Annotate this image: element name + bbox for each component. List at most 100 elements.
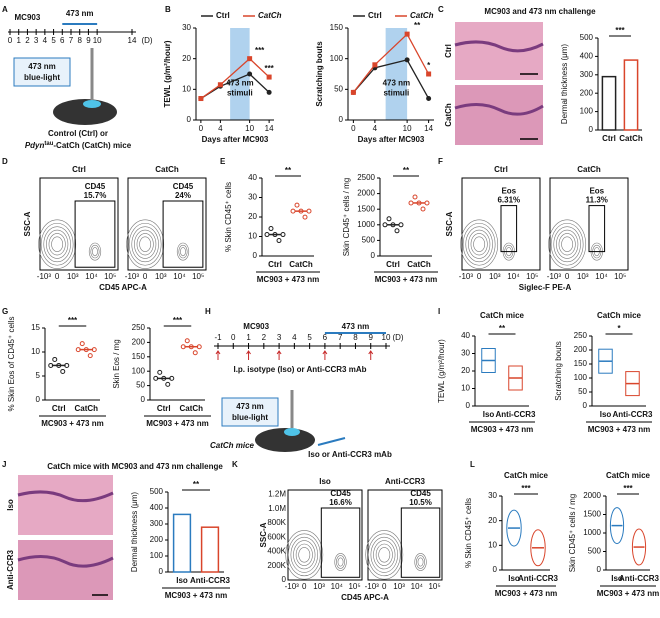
x-axis-label: Siglec-F PE-A [519,283,572,292]
contour [473,236,486,252]
x-tick-label: -10³ [547,272,562,281]
y-tick-label: 30 [461,349,470,358]
x-tick-label: 10⁴ [595,272,608,281]
dot-decor [412,194,418,200]
syringe [317,437,346,446]
marker [350,89,356,95]
x-axis-label: MC903 + 473 nm [257,275,319,284]
contour [298,547,311,563]
x-tick-label: 0 [199,124,204,133]
contour [90,244,100,259]
dot-decor [280,232,286,238]
y-axis-label: % Skin CD45⁺ cells [224,182,233,252]
y-tick-label: 400K [267,547,286,556]
dot-decor [157,369,163,375]
dot-decor [192,350,198,356]
y-tick-label: 100 [580,107,594,116]
contour [136,233,154,256]
x-tick-label: CatCh [289,260,313,269]
contour [468,229,491,259]
y-tick-label: 0 [493,565,498,574]
x-tick-label: 4 [373,124,378,133]
significance: *** [623,484,633,493]
y-tick-label: 0 [253,251,258,260]
day-label: 0 [231,333,236,342]
significance: ** [403,166,410,175]
chart-title: CatCh mice [606,471,651,480]
contour [180,247,186,257]
gate [588,205,606,253]
y-tick-label: 150 [574,359,588,368]
y-tick-label: 5 [36,371,41,380]
y-tick-label: 40 [248,173,257,182]
marker [404,57,410,63]
x-axis-label: MC903 + 473 nm [375,275,437,284]
x-tick-label: Iso [176,576,188,585]
significance: * [427,61,431,70]
dot-decor [424,200,430,206]
bar [172,513,192,573]
contour [295,543,313,566]
x-tick-label: -10³ [365,582,380,591]
y-axis-label: TEWL (g/m²/hour) [437,339,446,403]
dot-decor [398,222,404,228]
contour [373,540,396,570]
x-tick-label: CatCh [407,260,431,269]
x-tick-label: CatCh [179,404,203,413]
day-label: 5 [51,36,56,45]
dot-decor [302,214,308,220]
y-tick-label: 200 [150,535,164,544]
gate [320,507,361,578]
day-unit: (D) [392,333,403,342]
contour [290,536,318,573]
light-text: 473 nm [236,402,264,411]
contour [43,226,71,263]
shade-label: stimuli [227,88,253,97]
contour [462,222,496,266]
mice-label: Control (Ctrl) or [48,129,108,138]
y-tick-label: 2500 [357,173,375,182]
y-tick-label: 250 [132,323,146,332]
day-label: 9 [86,36,91,45]
x-tick-label: 10⁵ [348,582,360,591]
day-label: 14 [128,36,137,45]
injection-arrow [322,350,328,360]
injection-label: I.p. isotype (Iso) or Anti-CCR3 mAb [233,365,366,374]
y-tick-label: 40 [461,331,470,340]
x-tick-label: 10⁵ [526,272,538,281]
gate-percent: 6.31% [497,196,520,205]
x-tick-label: 10 [245,124,254,133]
y-tick-label: 100 [330,54,344,63]
x-tick-label: 10 [403,124,412,133]
gate-percent: 10.5% [409,498,432,507]
marker [426,71,432,77]
mice-label: CatCh mice [210,441,255,450]
series-line [352,59,430,99]
y-tick-label: 0 [282,575,287,584]
y-axis-label: TEWL (g/m²/hour) [163,40,172,107]
contour [126,219,165,269]
image-label: Iso [6,499,15,511]
y-tick-label: 50 [334,84,343,93]
legend-label: Ctrl [216,11,230,20]
violin [631,528,647,566]
x-tick-label: 0 [565,272,570,281]
contour [334,553,347,571]
y-tick-label: 300 [580,70,594,79]
x-tick-label: Anti-CCR3 [619,574,660,583]
treatment-text: Iso or Anti-CCR3 mAb [308,450,392,459]
gate-percent: 15.7% [84,191,107,200]
y-tick-label: 100 [150,551,164,560]
day-label: 2 [25,36,30,45]
y-tick-label: 0 [159,567,164,576]
gate-label: CD45 [410,489,431,498]
x-tick-label: -10³ [125,272,140,281]
image-label: CatCh [444,103,453,127]
contour [416,555,426,569]
legend-label: Ctrl [368,11,382,20]
injection-arrow [246,350,251,360]
x-tick-label: -10³ [37,272,52,281]
day-label: 9 [369,333,374,342]
x-tick-label: 10⁵ [614,272,626,281]
contour [139,236,152,252]
